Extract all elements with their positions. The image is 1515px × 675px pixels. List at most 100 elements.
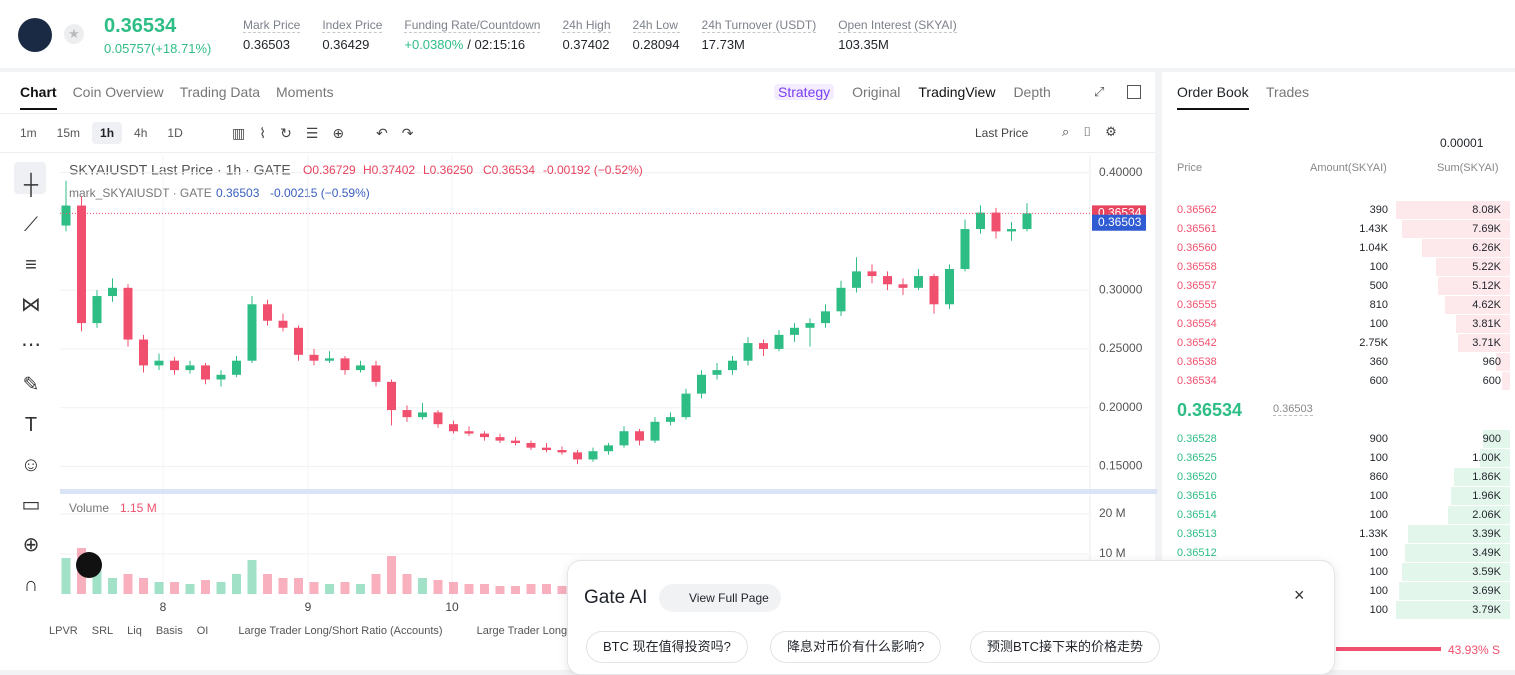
- mark-legend: mark_SKYAIUSDT · GATE: [69, 186, 212, 200]
- volume-bar: [216, 582, 226, 594]
- view-tab[interactable]: Strategy: [774, 84, 835, 100]
- ob-sum: 8.08K: [1472, 204, 1501, 216]
- tab[interactable]: Coin Overview: [72, 84, 164, 100]
- depth-bar: [1436, 258, 1510, 276]
- volume-bar: [232, 574, 241, 594]
- ob-amount: 360: [1369, 356, 1388, 368]
- volume-bar: [371, 574, 381, 594]
- ob-tab[interactable]: Order Book: [1177, 84, 1249, 110]
- price-type[interactable]: Last Price: [975, 126, 1029, 140]
- ratio: 43.93% S: [1448, 643, 1501, 657]
- candle-body: [573, 452, 582, 460]
- stat-value-text: 0.37402: [562, 37, 610, 52]
- toolbar-icons[interactable]: ▥⌇↻☰⊕ ↶↷: [232, 125, 428, 141]
- y-tick-label: 0.40000: [1099, 165, 1143, 179]
- candle-body: [77, 205, 86, 324]
- drawing-tools[interactable]: ┼ ⟋ ≡ ⋈ ⋯ ✎ T ☺ ▭ ⊕ ∩: [20, 174, 42, 596]
- candle-body: [170, 360, 179, 371]
- prompt[interactable]: 预测BTC接下来的价格走势: [970, 631, 1161, 663]
- intervals: 1m 15m 1h 4h 1D: [12, 122, 191, 144]
- view-tab[interactable]: Original: [852, 84, 901, 100]
- volume-bar: [402, 574, 412, 594]
- column-header: Sum(SKYAI): [1437, 162, 1499, 174]
- volume-bar: [340, 582, 350, 594]
- volume-bar: [511, 586, 520, 594]
- volume-bar: [123, 574, 133, 594]
- ob-sum: 4.62K: [1472, 299, 1501, 311]
- fullscreen[interactable]: ⤢: [1094, 84, 1105, 99]
- indicator[interactable]: Large Trader Long/Sh: [476, 625, 584, 637]
- ob-tab[interactable]: Trades: [1266, 84, 1310, 100]
- view-tab[interactable]: TradingView: [918, 84, 996, 100]
- window[interactable]: [1127, 85, 1141, 99]
- indicator[interactable]: Basis: [155, 625, 183, 637]
- ob-sum: 6.26K: [1472, 242, 1501, 254]
- y-tick-label: 0.30000: [1099, 282, 1143, 296]
- prompt[interactable]: 降息对币价有什么影响?: [770, 631, 942, 663]
- favorite[interactable]: ★: [64, 24, 84, 44]
- ob-price: 0.36555: [1177, 299, 1217, 311]
- view-tab[interactable]: Depth: [1013, 84, 1051, 100]
- tab[interactable]: Moments: [276, 84, 334, 100]
- depth-bar: [1444, 296, 1510, 314]
- indicator[interactable]: LPVR: [49, 625, 78, 637]
- ob-amount: 1.33K: [1359, 528, 1388, 540]
- candle-body: [232, 360, 241, 375]
- ob-sum: 2.06K: [1472, 509, 1501, 521]
- candle-body: [1022, 213, 1032, 230]
- tool-selected[interactable]: [14, 162, 46, 194]
- stat-value: 103.35M: [838, 37, 957, 52]
- close[interactable]: ×: [1294, 585, 1305, 605]
- candle-body: [278, 320, 288, 328]
- volume-tick-label: 10 M: [1099, 546, 1126, 560]
- chart-title: SKYAIUSDT Last Price · 1h · GATE: [69, 162, 291, 178]
- stat-label: Index Price: [322, 18, 383, 33]
- stat: 24h High 0.37402: [562, 18, 611, 52]
- stat-value: 0.36429: [322, 37, 382, 52]
- indicator[interactable]: Large Trader Long/Short Ratio (Accounts): [238, 625, 443, 637]
- ob-price: 0.36512: [1177, 547, 1217, 559]
- ob-amount: 1.04K: [1359, 242, 1388, 254]
- volume-bar: [139, 578, 148, 594]
- volume-bar: [309, 582, 319, 594]
- tab[interactable]: Chart: [20, 84, 57, 110]
- chart-icons[interactable]: ⌕⌷⚙: [1062, 124, 1131, 139]
- candle-body: [743, 343, 753, 361]
- last-price: 0.36534: [104, 15, 177, 37]
- interval[interactable]: 1D: [167, 126, 183, 140]
- indicator[interactable]: OI: [196, 625, 209, 637]
- view-full-page[interactable]: View Full Page: [659, 584, 781, 612]
- volume-bar: [433, 580, 443, 594]
- volume-bar: [185, 584, 195, 594]
- interval[interactable]: 4h: [134, 126, 148, 140]
- stat-label: 24h Low: [632, 18, 680, 33]
- ob-price: 0.36558: [1177, 261, 1217, 273]
- depth-bar: [1482, 430, 1510, 448]
- volume-bar: [108, 578, 117, 594]
- candle-body: [511, 440, 520, 443]
- candle-body: [728, 360, 737, 371]
- ob-sum: 7.69K: [1472, 223, 1501, 235]
- stat-label: Funding Rate/Countdown: [404, 18, 541, 33]
- interval[interactable]: 15m: [56, 126, 81, 140]
- candle-body: [309, 354, 319, 361]
- prompt[interactable]: BTC 现在值得投资吗?: [586, 631, 748, 663]
- precision[interactable]: 0.00001: [1440, 136, 1484, 150]
- candle-body: [201, 365, 210, 380]
- depth-bar: [1399, 582, 1510, 600]
- gate-ai-title: Gate AI: [584, 587, 648, 608]
- ob-price: 0.36561: [1177, 223, 1217, 235]
- indicator[interactable]: SRL: [91, 625, 114, 637]
- tab[interactable]: Trading Data: [179, 84, 261, 100]
- ob-sum: 900: [1482, 433, 1501, 445]
- interval[interactable]: 1m: [20, 126, 37, 140]
- volume-bar: [201, 580, 210, 594]
- volume-bar: [464, 584, 474, 594]
- ob-sum: 3.71K: [1472, 337, 1501, 349]
- ob-amount: 100: [1369, 604, 1388, 616]
- interval[interactable]: 1h: [92, 122, 123, 144]
- indicator[interactable]: Liq: [127, 625, 142, 637]
- candle-body: [464, 431, 474, 434]
- depth-bar: [1437, 277, 1510, 295]
- ohlc-legend: -0.00192 (−0.52%): [543, 163, 643, 177]
